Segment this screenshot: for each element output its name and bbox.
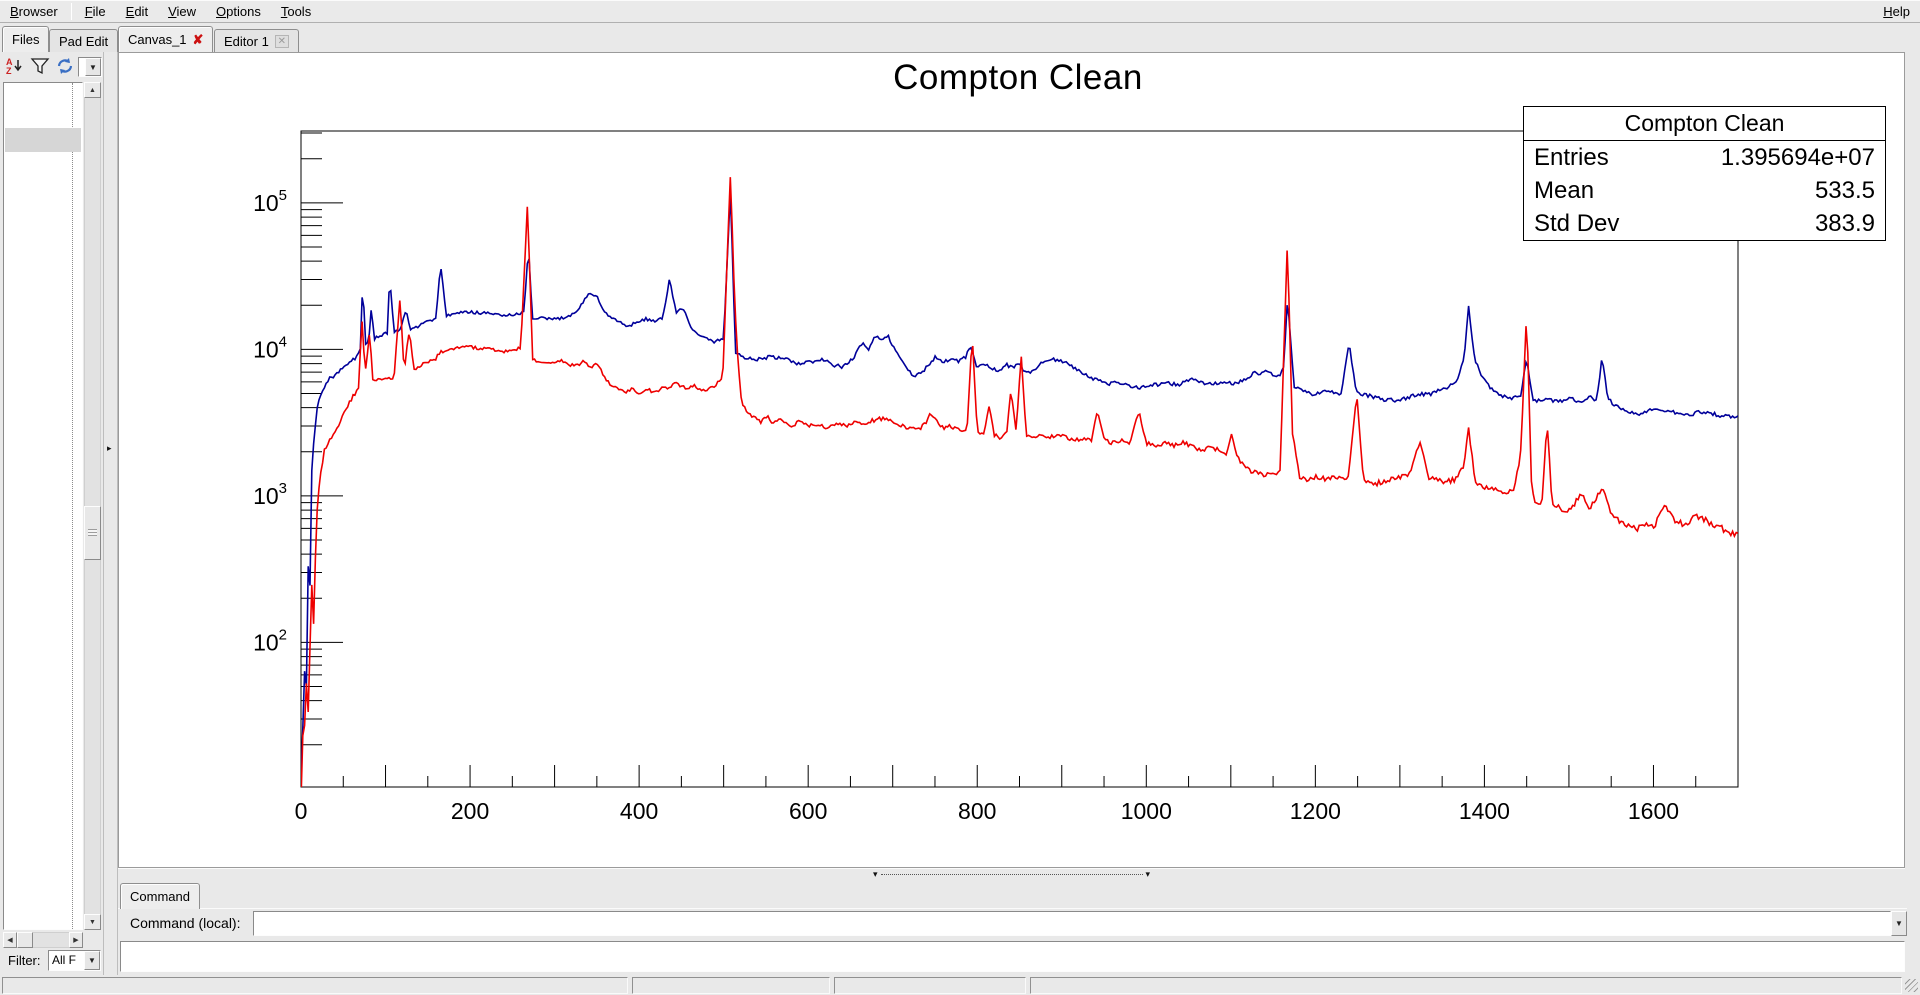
y-axis-labels: 102 103 104 105 — [253, 187, 287, 656]
plot-title: Compton Clean — [893, 58, 1143, 97]
stats-label: Entries — [1534, 144, 1609, 171]
plot-svg: 0 200 400 600 800 1000 1200 1400 160010210310410… — [253, 130, 1739, 824]
stats-box[interactable]: Compton Clean Entries 1.395694e+07 Mean … — [1523, 106, 1886, 241]
tab-command[interactable]: Command — [120, 883, 200, 909]
panel-splitter[interactable]: ▸ — [103, 52, 118, 975]
canvas-command-splitter[interactable]: ▾ ▾ — [118, 868, 1905, 881]
scroll-right-icon[interactable]: ▶ — [69, 932, 83, 948]
menu-file[interactable]: File — [84, 3, 106, 19]
status-cell — [834, 977, 1026, 994]
selected-list-row[interactable] — [5, 128, 81, 152]
svg-text:A: A — [6, 57, 13, 67]
menu-tools[interactable]: Tools — [280, 3, 312, 19]
stats-row: Mean 533.5 — [1524, 174, 1885, 207]
status-cell — [1030, 977, 1902, 994]
tab-editor-1[interactable]: Editor 1 ✕ — [214, 29, 299, 52]
svg-text:104: 104 — [253, 333, 287, 362]
svg-text:400: 400 — [620, 798, 658, 824]
menu-edit[interactable]: Edit — [125, 3, 149, 19]
collapse-down-icon[interactable]: ▾ — [872, 869, 878, 879]
collapse-down-icon[interactable]: ▾ — [1145, 869, 1151, 879]
list-column-guide — [72, 83, 73, 929]
stats-label: Std Dev — [1534, 210, 1620, 237]
command-history-box[interactable] — [120, 941, 1905, 972]
svg-text:1400: 1400 — [1459, 798, 1510, 824]
file-list[interactable] — [3, 82, 83, 930]
tab-command-label: Command — [130, 889, 190, 904]
svg-text:105: 105 — [253, 187, 287, 216]
vscroll-thumb[interactable] — [84, 506, 101, 560]
tab-canvas-1[interactable]: Canvas_1 ✘ — [118, 26, 214, 52]
filter-label: Filter: — [8, 953, 41, 968]
svg-text:600: 600 — [789, 798, 827, 824]
svg-text:800: 800 — [958, 798, 996, 824]
list-hscrollbar[interactable]: ◀ ▶ — [3, 932, 83, 948]
menu-options[interactable]: Options — [216, 3, 261, 19]
tab-editor-1-label: Editor 1 — [224, 33, 269, 49]
svg-text:1000: 1000 — [1121, 798, 1172, 824]
tab-files-label: Files — [12, 32, 40, 47]
close-icon[interactable]: ✘ — [192, 32, 204, 47]
scroll-down-icon[interactable]: ▼ — [84, 914, 101, 930]
filter-value: All F — [52, 953, 76, 967]
scroll-up-icon[interactable]: ▲ — [84, 82, 101, 98]
refresh-icon[interactable] — [54, 55, 76, 77]
scroll-left-icon[interactable]: ◀ — [3, 932, 17, 948]
command-local-label: Command (local): — [130, 915, 241, 931]
chevron-down-icon[interactable]: ▼ — [84, 951, 100, 970]
status-cell — [632, 977, 830, 994]
stats-label: Mean — [1534, 177, 1595, 204]
svg-text:1600: 1600 — [1628, 798, 1679, 824]
close-disabled-icon[interactable]: ✕ — [274, 34, 289, 48]
filter-combobox[interactable]: All F ▼ — [48, 950, 101, 971]
hscroll-thumb[interactable] — [17, 932, 33, 948]
svg-text:0: 0 — [295, 798, 308, 824]
stats-title: Compton Clean — [1524, 107, 1885, 141]
svg-text:Z: Z — [6, 66, 12, 76]
resize-grip-icon[interactable] — [1905, 979, 1918, 992]
chevron-down-icon[interactable]: ▼ — [85, 58, 101, 76]
stats-value: 1.395694e+07 — [1720, 144, 1875, 171]
tab-pad-edit-label: Pad Edit — [59, 33, 109, 49]
menu-bar: Browser File Edit View Options Tools Help — [0, 0, 1920, 23]
tab-canvas-1-label: Canvas_1 — [128, 32, 187, 47]
collapse-right-icon[interactable]: ▸ — [107, 443, 112, 453]
plot-axes — [300, 130, 1739, 788]
stats-value: 383.9 — [1814, 210, 1875, 237]
menu-separator — [70, 2, 72, 20]
stats-row: Entries 1.395694e+07 — [1524, 141, 1885, 174]
svg-text:103: 103 — [253, 480, 287, 509]
sort-icon[interactable]: A Z — [3, 55, 25, 77]
browser-option-combobox[interactable]: ▼ — [78, 57, 102, 77]
tab-files[interactable]: Files — [2, 26, 50, 52]
menu-help[interactable]: Help — [1883, 3, 1910, 19]
menu-browser[interactable]: Browser — [10, 3, 58, 19]
x-axis-labels: 0 200 400 600 800 1000 1200 1400 1600 — [295, 798, 1679, 824]
command-input[interactable] — [253, 911, 1891, 936]
tab-pad-edit[interactable]: Pad Edit — [49, 29, 119, 52]
menu-view[interactable]: View — [168, 3, 197, 19]
chevron-down-icon: ▼ — [1895, 919, 1903, 928]
splitter-dots — [880, 874, 1143, 875]
thumb-grip — [88, 529, 97, 536]
svg-text:200: 200 — [451, 798, 489, 824]
command-history-dropdown[interactable]: ▼ — [1891, 911, 1907, 936]
stats-row: Std Dev 383.9 — [1524, 207, 1885, 240]
filter-icon[interactable] — [29, 55, 51, 77]
svg-text:102: 102 — [253, 626, 287, 655]
series-spectrum-red — [301, 177, 1738, 787]
svg-text:1200: 1200 — [1290, 798, 1341, 824]
series-spectrum-blue — [301, 193, 1738, 777]
stats-value: 533.5 — [1814, 177, 1875, 204]
status-cell — [2, 977, 628, 994]
list-vscrollbar[interactable]: ▲ ▼ — [84, 82, 101, 930]
